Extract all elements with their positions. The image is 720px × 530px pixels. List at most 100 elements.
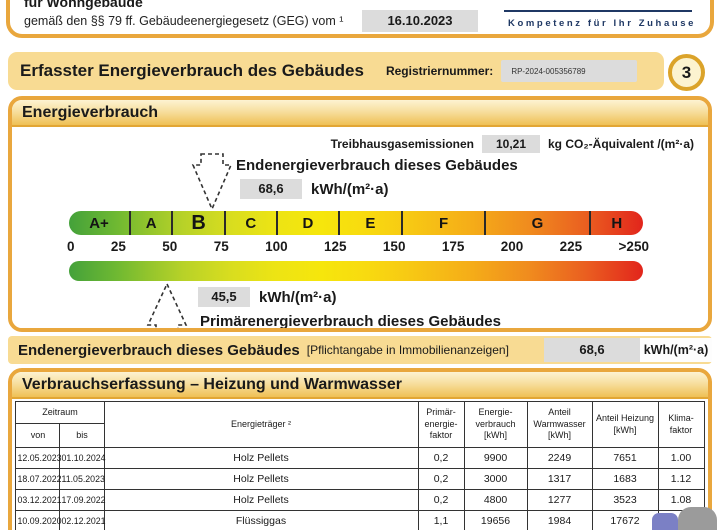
primary-energy-label: Primärenergieverbrauch dieses Gebäudes <box>200 313 501 330</box>
col-header-consumption: Energie- verbrauch [kWh] <box>463 401 528 448</box>
col-header-climate: Klima- faktor <box>657 401 705 448</box>
table-cell: 0,2 <box>417 489 465 511</box>
table-row: 03.12.2021 17.09.2022 Holz Pellets 0,2 4800 1… <box>15 489 705 511</box>
consumption-table: Zeitraum Energieträger ² Primär- energie… <box>15 401 705 530</box>
table-cell: 1,1 <box>417 510 465 530</box>
final-energy-unit: kWh/(m²·a) <box>311 180 389 198</box>
table-cell: 12.05.2023 <box>15 447 62 469</box>
col-header-heating: Anteil Heizung [kWh] <box>591 401 659 448</box>
registration-number-field[interactable]: RP-2024-005356789 <box>501 60 638 82</box>
table-cell: 0,2 <box>417 447 465 469</box>
ghg-label: Treibhausgasemissionen <box>330 137 474 151</box>
col-header-period: Zeitraum <box>15 401 105 424</box>
primary-energy-unit: kWh/(m²·a) <box>259 288 337 306</box>
scale-tick: 225 <box>559 239 583 254</box>
table-cell: 17.09.2022 <box>59 489 106 511</box>
scale-tick: >250 <box>618 239 649 254</box>
table-cell: 1277 <box>526 489 593 511</box>
primary-energy-value-field[interactable]: 45,5 <box>198 287 250 307</box>
scale-tick: 200 <box>500 239 524 254</box>
scale-tick: 125 <box>324 239 347 254</box>
mandatory-disclosure-strip: Endenergieverbrauch dieses Gebäudes [Pfl… <box>8 336 712 364</box>
final-energy-label: Endenergieverbrauch dieses Gebäudes <box>236 157 518 174</box>
table-cell: 7651 <box>591 447 659 469</box>
scale-tick: 175 <box>441 239 465 254</box>
table-cell: 1984 <box>526 510 593 530</box>
energy-class-h: H <box>611 214 623 232</box>
mandatory-unit: kWh/(m²·a) <box>640 338 712 362</box>
law-reference-text: gemäß den §§ 79 ff. Gebäudeenergiegesetz… <box>24 14 344 28</box>
company-tagline: Kompetenz für Ihr Zuhause <box>508 18 696 29</box>
table-cell: 3000 <box>463 468 528 490</box>
energy-class-f: F <box>403 211 487 235</box>
col-header-pef: Primär- energie- faktor <box>417 401 465 448</box>
document-header-box: für Wohngebäude gemäß den §§ 79 ff. Gebä… <box>6 0 714 38</box>
table-cell: 1.12 <box>657 468 705 490</box>
primary-energy-pointer-arrow-icon <box>146 283 188 328</box>
mandatory-note: [Pflichtangabe in Immobilienanzeigen] <box>306 343 509 357</box>
page-number-badge: 3 <box>668 54 705 91</box>
table-row: 10.09.2020 02.12.2021 Flüssiggas 1,1 19656 19… <box>15 510 705 530</box>
col-header-from: von <box>15 423 61 448</box>
table-cell: Flüssiggas <box>103 510 419 530</box>
registration-label: Registriernummer: <box>385 64 494 78</box>
scale-tick: 50 <box>162 239 178 254</box>
scale-tick: 150 <box>382 239 406 254</box>
energy-class-g: G <box>486 211 591 235</box>
final-energy-pointer-arrow-icon <box>191 153 233 211</box>
table-row: 18.07.2022 11.05.2023 Holz Pellets 0,2 3000 1… <box>15 468 705 490</box>
consumption-section-title: Verbrauchserfassung – Heizung und Warmwa… <box>12 372 708 399</box>
col-header-carrier: Energieträger ² <box>103 401 419 448</box>
table-cell: 11.05.2023 <box>59 468 105 490</box>
energy-class-d: D <box>278 211 340 235</box>
mandatory-label: Endenergieverbrauch dieses Gebäudes <box>18 341 300 359</box>
table-cell: 03.12.2021 <box>15 489 62 511</box>
energy-class-c: C <box>226 211 278 235</box>
table-row: 12.05.2023 01.10.2024 Holz Pellets 0,2 9900 2… <box>15 447 705 469</box>
col-header-hot-water: Anteil Warmwasser [kWh] <box>526 401 593 448</box>
table-cell: 19656 <box>463 510 528 530</box>
page-header-strip: Erfasster Energieverbrauch des Gebäudes … <box>8 52 664 90</box>
table-cell: 0,2 <box>417 468 465 490</box>
table-cell: Holz Pellets <box>103 489 419 511</box>
table-cell: Holz Pellets <box>103 468 419 490</box>
watermark-blue-shape <box>652 513 678 530</box>
table-cell: 17672 <box>591 510 659 530</box>
energy-class-e: E <box>340 211 403 235</box>
ghg-value-field[interactable]: 10,21 <box>481 135 540 153</box>
table-cell: 3523 <box>591 489 659 511</box>
scale-tick: 0 <box>67 239 75 254</box>
consumption-section: Verbrauchserfassung – Heizung und Warmwa… <box>8 368 712 530</box>
scale-tick: 75 <box>213 239 229 254</box>
col-header-to: bis <box>59 423 105 448</box>
energy-consumption-section: Energieverbrauch Treibhausgasemissionen … <box>8 96 712 332</box>
table-cell: 1683 <box>591 468 659 490</box>
ghg-emissions-row: Treibhausgasemissionen 10,21 kg CO₂-Äqui… <box>331 135 694 153</box>
energy-section-content: Treibhausgasemissionen 10,21 kg CO₂-Äqui… <box>12 127 708 330</box>
energy-scale-ticks: 0 25 50 75 100 125 150 175 200 225 >250 <box>67 239 649 254</box>
energy-class-scale: A+ A B C D E F G H <box>69 211 643 235</box>
ghg-unit: kg CO₂-Äquivalent /(m²·a) <box>547 137 694 151</box>
energy-class-a+: A+ <box>69 211 131 235</box>
watermark-gray-shape <box>678 507 717 530</box>
final-energy-value-row: 68,6 kWh/(m²·a) <box>240 179 389 199</box>
table-cell: 1317 <box>526 468 593 490</box>
energy-class-b: B <box>173 211 226 235</box>
energy-section-title: Energieverbrauch <box>12 100 708 127</box>
final-energy-value-field[interactable]: 68,6 <box>240 179 302 199</box>
page-title: Erfasster Energieverbrauch des Gebäudes <box>20 61 364 80</box>
table-cell: 02.12.2021 <box>59 510 106 530</box>
mandatory-value-field[interactable]: 68,6 <box>544 338 640 362</box>
table-cell: 10.09.2020 <box>15 510 62 530</box>
scale-tick: 25 <box>110 239 126 254</box>
energy-class-a: A <box>131 211 174 235</box>
issue-date-field[interactable]: 16.10.2023 <box>362 10 478 32</box>
table-cell: 18.07.2022 <box>15 468 62 490</box>
building-type-label: für Wohngebäude <box>24 0 143 10</box>
logo-rule <box>504 10 692 12</box>
table-cell: 2249 <box>526 447 593 469</box>
primary-energy-scale <box>69 261 643 281</box>
table-cell: 1.00 <box>657 447 705 469</box>
table-cell: 4800 <box>463 489 528 511</box>
table-cell: 01.10.2024 <box>59 447 106 469</box>
